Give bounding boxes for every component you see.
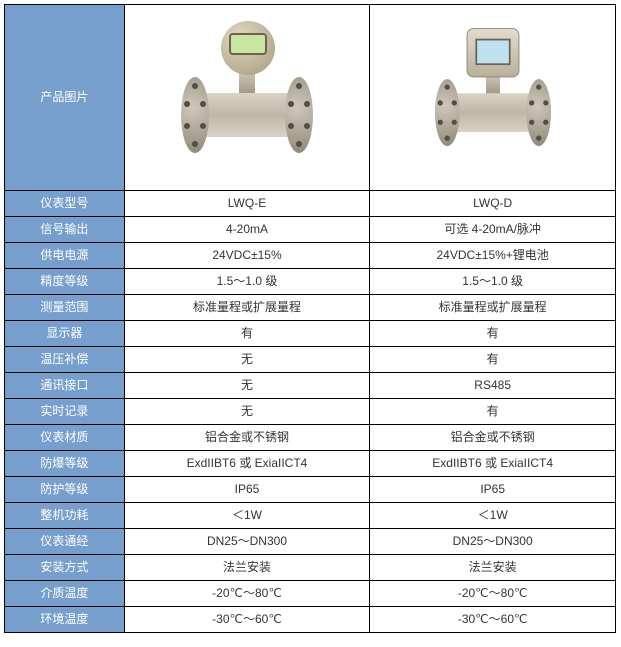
row-header: 温压补偿 bbox=[5, 347, 125, 373]
spec-comparison-table: 产品图片 bbox=[4, 4, 616, 633]
table-row: 安装方式法兰安装法兰安装 bbox=[5, 555, 616, 581]
row-header: 通讯接口 bbox=[5, 373, 125, 399]
cell-product-b: ＜1W bbox=[370, 503, 616, 529]
table-row: 环境温度-30℃～60℃-30℃～60℃ bbox=[5, 607, 616, 633]
cell-product-b: 有 bbox=[370, 399, 616, 425]
row-header: 整机功耗 bbox=[5, 503, 125, 529]
row-header: 仪表材质 bbox=[5, 425, 125, 451]
table-row: 介质温度-20℃～80℃-20℃～80℃ bbox=[5, 581, 616, 607]
row-header: 精度等级 bbox=[5, 269, 125, 295]
row-header: 安装方式 bbox=[5, 555, 125, 581]
cell-product-b: -20℃～80℃ bbox=[370, 581, 616, 607]
row-header: 防爆等级 bbox=[5, 451, 125, 477]
row-header: 显示器 bbox=[5, 321, 125, 347]
cell-product-b: 标准量程或扩展量程 bbox=[370, 295, 616, 321]
row-header-image: 产品图片 bbox=[5, 5, 125, 191]
cell-product-b: 铝合金或不锈钢 bbox=[370, 425, 616, 451]
table-row: 防护等级IP65IP65 bbox=[5, 477, 616, 503]
row-header: 仪表型号 bbox=[5, 191, 125, 217]
cell-product-a: 法兰安装 bbox=[124, 555, 370, 581]
table-row: 供电电源24VDC±15%24VDC±15%+锂电池 bbox=[5, 243, 616, 269]
cell-product-a: 无 bbox=[124, 373, 370, 399]
cell-product-b: ExdIIBT6 或 ExiaIICT4 bbox=[370, 451, 616, 477]
cell-product-b: RS485 bbox=[370, 373, 616, 399]
table-row: 信号输出4-20mA可选 4-20mA/脉冲 bbox=[5, 217, 616, 243]
table-row: 通讯接口无RS485 bbox=[5, 373, 616, 399]
cell-product-a: 4-20mA bbox=[124, 217, 370, 243]
cell-product-a: 24VDC±15% bbox=[124, 243, 370, 269]
table-row: 整机功耗＜1W＜1W bbox=[5, 503, 616, 529]
product-illustration-a bbox=[177, 15, 317, 175]
cell-product-a: 无 bbox=[124, 399, 370, 425]
table-row: 仪表型号LWQ-ELWQ-D bbox=[5, 191, 616, 217]
table-body: 产品图片 bbox=[5, 5, 616, 633]
cell-product-a: IP65 bbox=[124, 477, 370, 503]
row-header: 实时记录 bbox=[5, 399, 125, 425]
cell-product-a: 铝合金或不锈钢 bbox=[124, 425, 370, 451]
table-row: 显示器有有 bbox=[5, 321, 616, 347]
cell-product-a: 无 bbox=[124, 347, 370, 373]
table-row: 仪表材质铝合金或不锈钢铝合金或不锈钢 bbox=[5, 425, 616, 451]
table-row: 实时记录无有 bbox=[5, 399, 616, 425]
cell-product-b: 可选 4-20mA/脉冲 bbox=[370, 217, 616, 243]
row-header: 防护等级 bbox=[5, 477, 125, 503]
row-header: 供电电源 bbox=[5, 243, 125, 269]
row-header: 仪表通经 bbox=[5, 529, 125, 555]
cell-product-a: DN25～DN300 bbox=[124, 529, 370, 555]
row-header: 介质温度 bbox=[5, 581, 125, 607]
row-header: 环境温度 bbox=[5, 607, 125, 633]
table-row: 仪表通经DN25～DN300DN25～DN300 bbox=[5, 529, 616, 555]
cell-product-a: 标准量程或扩展量程 bbox=[124, 295, 370, 321]
cell-product-b: -30℃～60℃ bbox=[370, 607, 616, 633]
cell-product-b: 有 bbox=[370, 347, 616, 373]
product-image-b bbox=[370, 5, 616, 191]
cell-product-b: 1.5～1.0 级 bbox=[370, 269, 616, 295]
table-row: 温压补偿无有 bbox=[5, 347, 616, 373]
cell-product-a: ＜1W bbox=[124, 503, 370, 529]
row-header: 测量范围 bbox=[5, 295, 125, 321]
cell-product-a: LWQ-E bbox=[124, 191, 370, 217]
cell-product-a: -30℃～60℃ bbox=[124, 607, 370, 633]
table-row: 防爆等级ExdIIBT6 或 ExiaIICT4ExdIIBT6 或 ExiaI… bbox=[5, 451, 616, 477]
product-image-a bbox=[124, 5, 370, 191]
cell-product-b: 24VDC±15%+锂电池 bbox=[370, 243, 616, 269]
cell-product-a: 有 bbox=[124, 321, 370, 347]
cell-product-b: IP65 bbox=[370, 477, 616, 503]
cell-product-a: ExdIIBT6 或 ExiaIICT4 bbox=[124, 451, 370, 477]
product-illustration-b bbox=[431, 25, 554, 166]
cell-product-b: 有 bbox=[370, 321, 616, 347]
image-row: 产品图片 bbox=[5, 5, 616, 191]
cell-product-a: 1.5～1.0 级 bbox=[124, 269, 370, 295]
cell-product-b: DN25～DN300 bbox=[370, 529, 616, 555]
cell-product-b: LWQ-D bbox=[370, 191, 616, 217]
cell-product-a: -20℃～80℃ bbox=[124, 581, 370, 607]
table-row: 测量范围标准量程或扩展量程标准量程或扩展量程 bbox=[5, 295, 616, 321]
table-row: 精度等级1.5～1.0 级1.5～1.0 级 bbox=[5, 269, 616, 295]
row-header: 信号输出 bbox=[5, 217, 125, 243]
cell-product-b: 法兰安装 bbox=[370, 555, 616, 581]
